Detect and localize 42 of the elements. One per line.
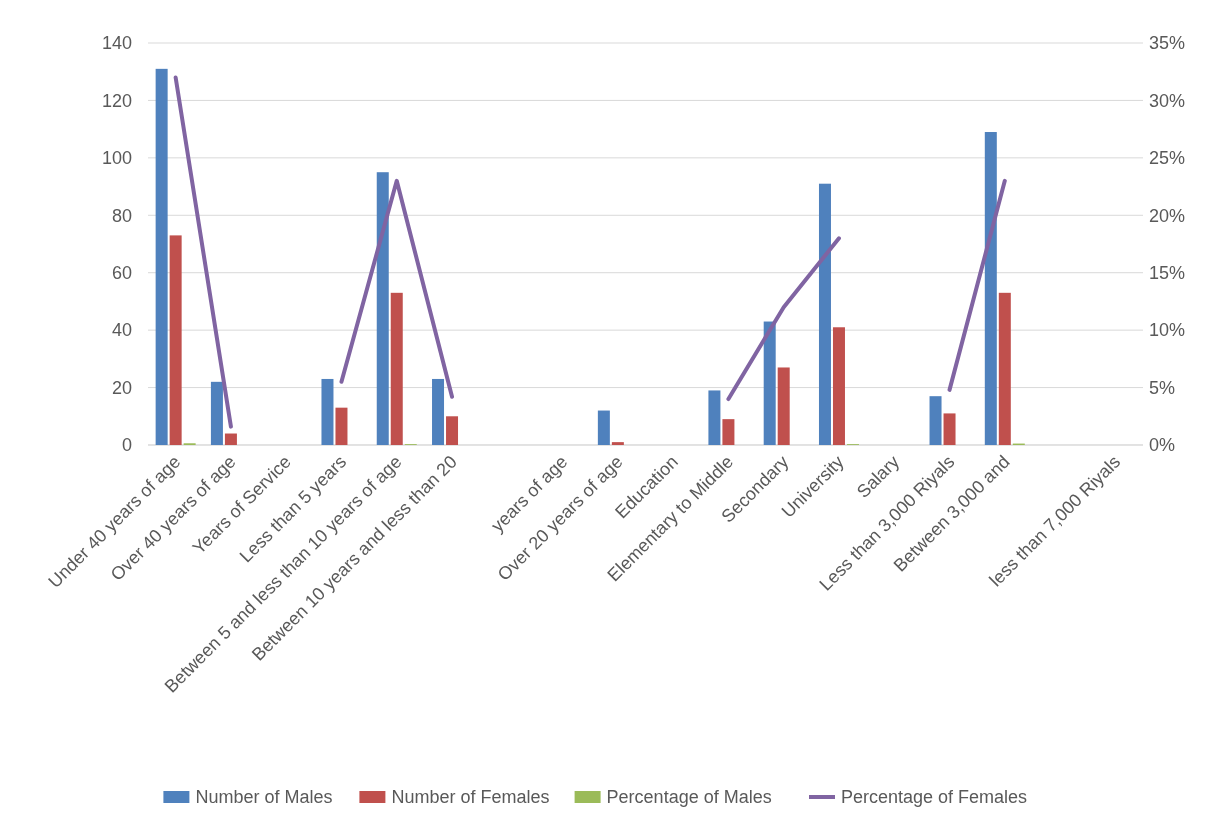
y2-tick-label: 15% [1149,263,1186,284]
bar [376,172,389,445]
y-tick-label: 120 [101,90,132,111]
bar [432,378,445,445]
legend-label: Percentage of Males [606,787,772,808]
legend-label: Percentage of Females [841,787,1028,808]
bar [943,413,956,445]
y2-tick-label: 0% [1149,435,1176,456]
bar [597,410,610,445]
y-tick-label: 100 [101,148,132,169]
bar [763,321,776,445]
legend-label: Number of Females [391,787,550,808]
y2-tick-label: 25% [1149,148,1186,169]
bar [708,390,721,445]
y-tick-label: 60 [111,263,132,284]
bar [169,235,182,445]
bar [155,68,168,445]
bar [224,433,237,445]
y-tick-label: 80 [111,205,132,226]
bar [390,292,403,445]
bar [335,407,348,445]
bar [998,292,1011,445]
bar [321,378,334,445]
y-tick-label: 140 [101,33,132,54]
bar [818,183,831,445]
y2-tick-label: 5% [1149,377,1176,398]
y2-tick-label: 10% [1149,320,1186,341]
bar [777,367,790,445]
bar [210,381,223,445]
y-tick-label: 20 [111,377,132,398]
bar [929,396,942,445]
y-tick-label: 40 [111,320,132,341]
y2-tick-label: 30% [1149,90,1186,111]
y-tick-label: 0 [121,435,132,456]
bar [446,416,459,445]
bar [611,442,624,445]
bar [722,419,735,445]
bar [832,327,845,445]
y2-tick-label: 35% [1149,33,1186,54]
y2-tick-label: 20% [1149,205,1186,226]
bar [984,132,997,445]
legend-label: Number of Males [195,787,333,808]
